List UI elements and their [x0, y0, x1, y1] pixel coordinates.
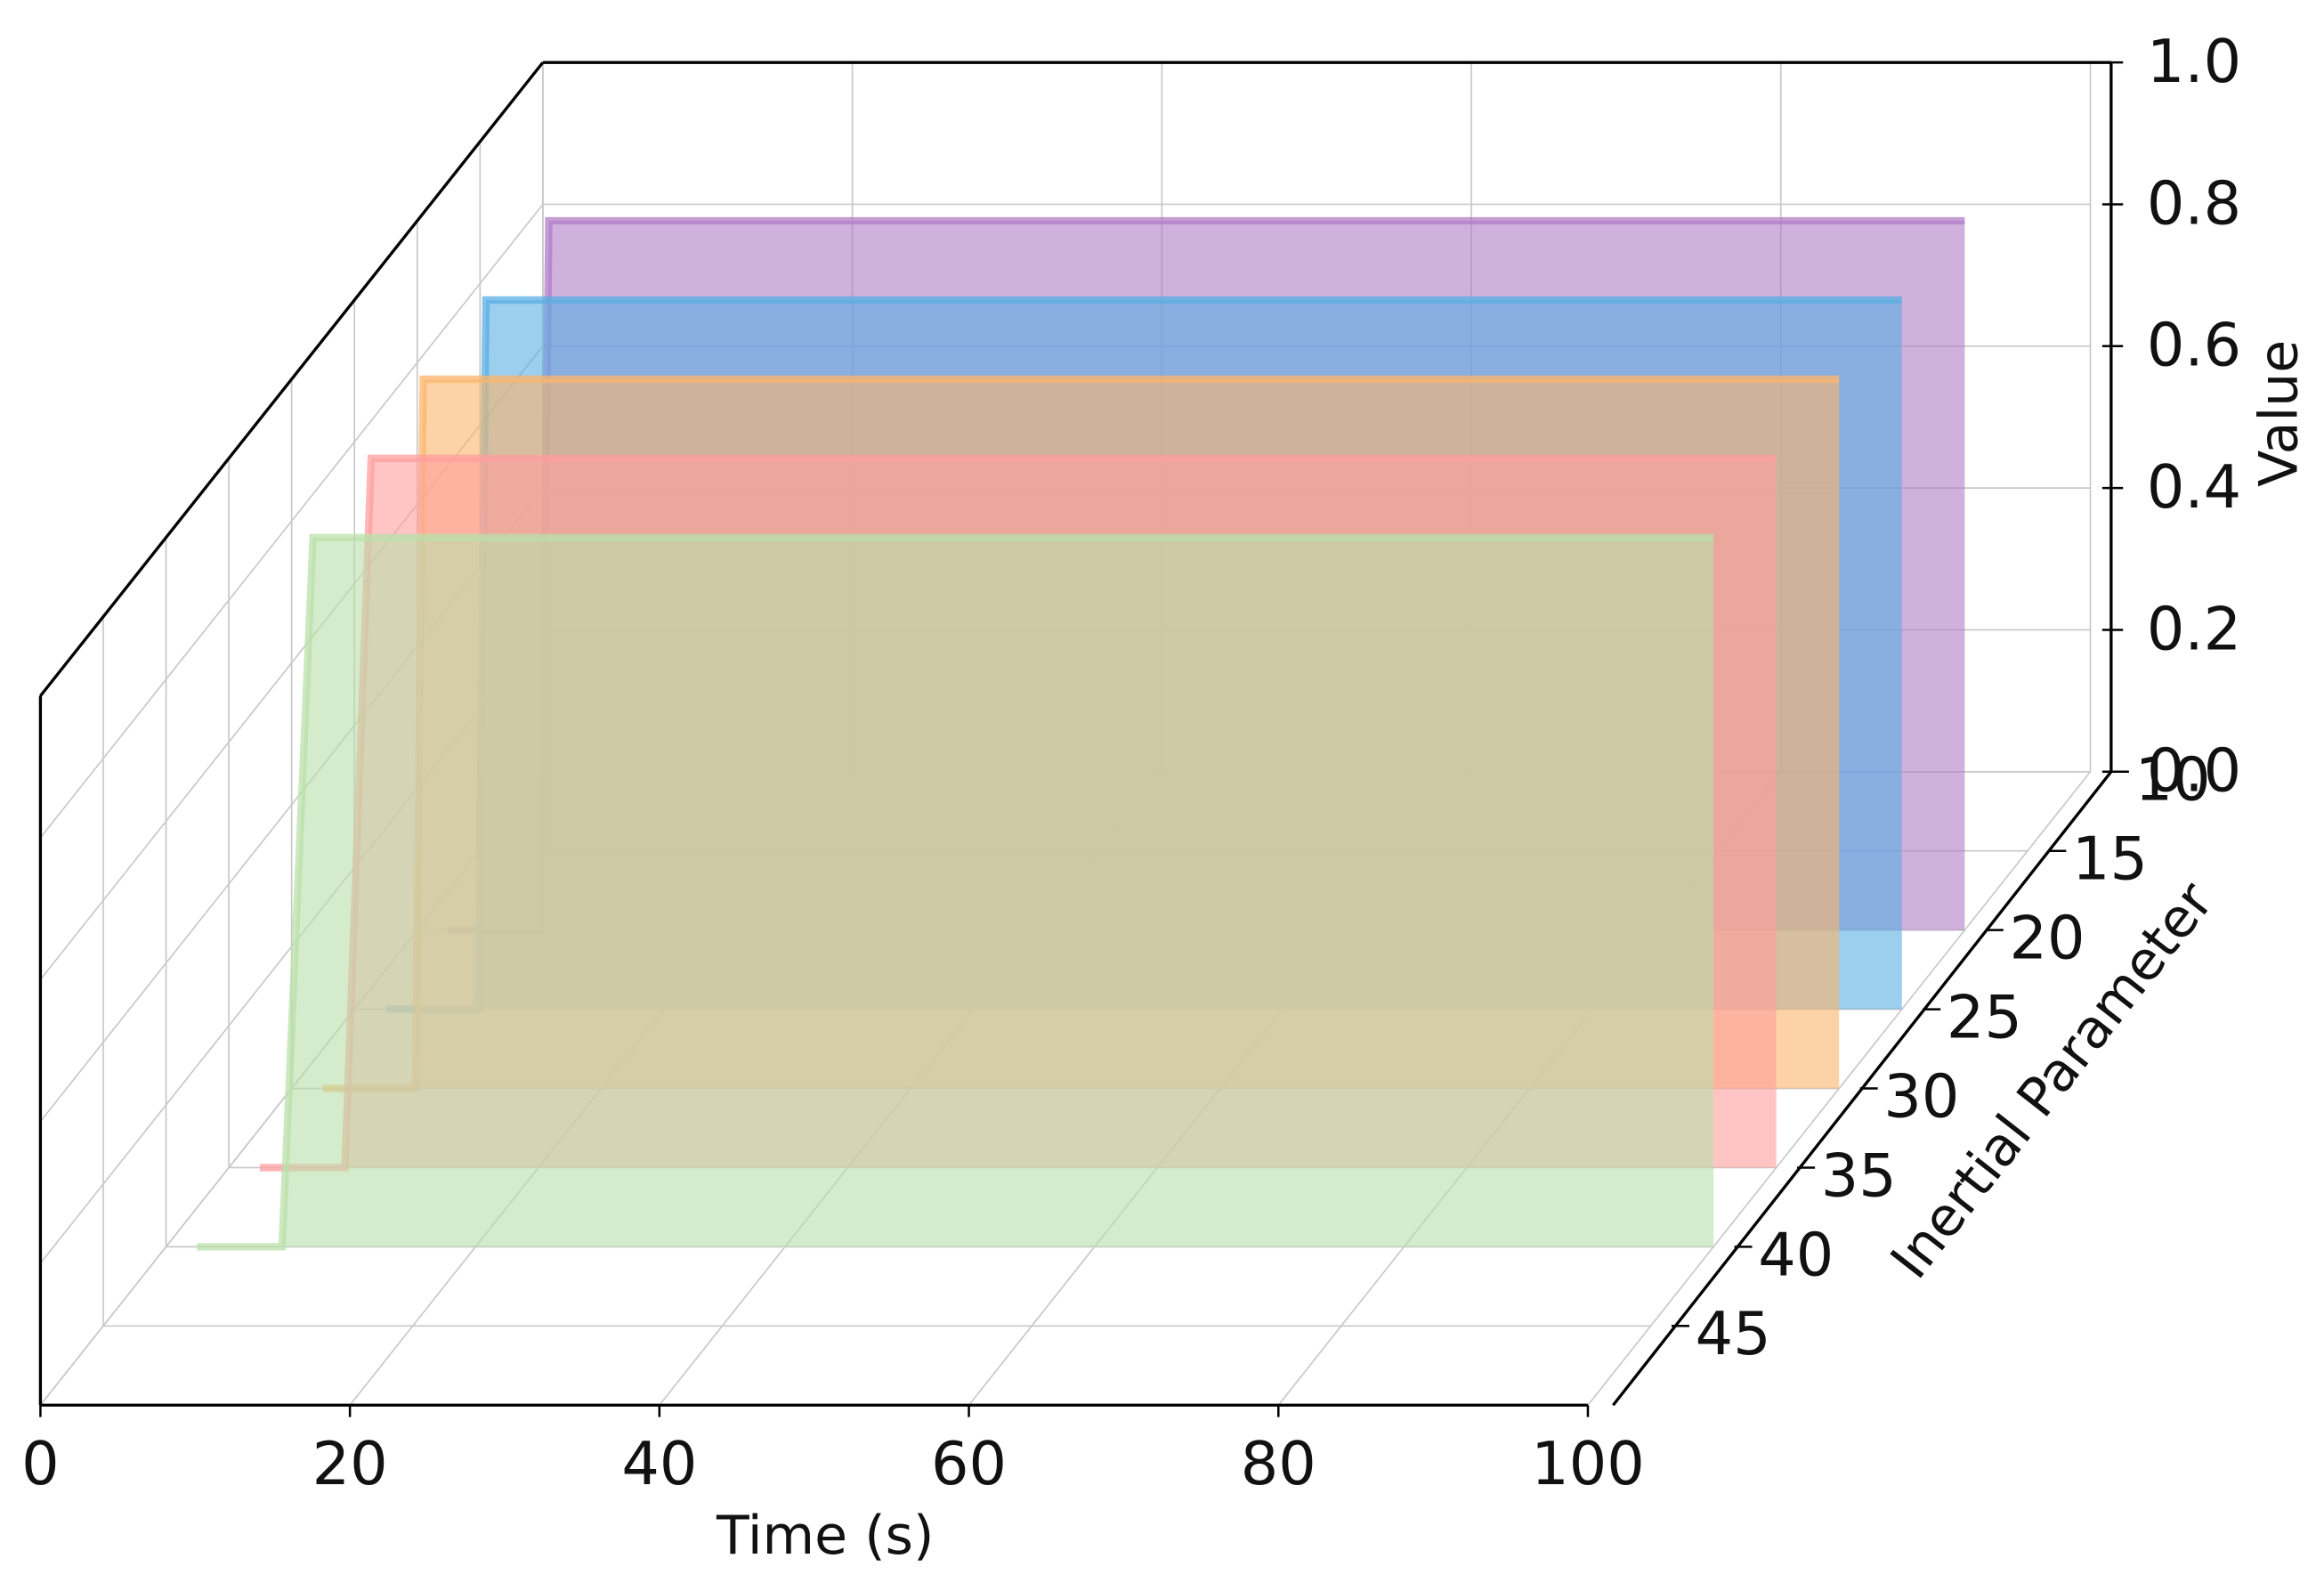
z-tick-label: 0.4 [2147, 452, 2241, 522]
y-tick-label: 45 [1696, 1299, 1771, 1368]
z-tick-label: 0.6 [2147, 311, 2241, 380]
axes: 0 20 40 60 80 100 10 15 20 25 30 35 40 45 0.0 0.2 0.4 0.6… [21, 27, 2241, 1498]
z-tick-label: 0.8 [2147, 168, 2241, 238]
z-tick-label: 0.0 [2147, 736, 2241, 806]
y-tick-label: 15 [2072, 824, 2148, 894]
plot-area [197, 216, 1965, 1251]
y-tick-label: 35 [1821, 1140, 1897, 1210]
x-tick-label: 20 [312, 1429, 388, 1498]
x-tick-label: 40 [621, 1429, 697, 1498]
y-tick-label: 30 [1883, 1061, 1959, 1131]
x-axis-title: Time (s) [716, 1505, 934, 1567]
line [197, 533, 1714, 1251]
y-tick-label: 20 [2009, 904, 2085, 973]
y-tick-label: 40 [1758, 1220, 1834, 1289]
y-axis [1612, 770, 2113, 1407]
grid-line [39, 203, 544, 839]
x-tick-label: 80 [1241, 1429, 1316, 1498]
x-tick-label: 100 [1531, 1429, 1645, 1498]
y-tick-label: 10 [2135, 745, 2211, 815]
x-tick-label: 0 [21, 1429, 60, 1498]
z-tick-label: 1.0 [2147, 27, 2241, 96]
area [197, 537, 1714, 1247]
frame [39, 61, 545, 697]
x-tick-label: 60 [931, 1429, 1007, 1498]
z-axis-title: Value [2248, 340, 2311, 487]
z-tick-label: 0.2 [2147, 594, 2241, 663]
y-tick-label: 25 [1947, 982, 2022, 1051]
